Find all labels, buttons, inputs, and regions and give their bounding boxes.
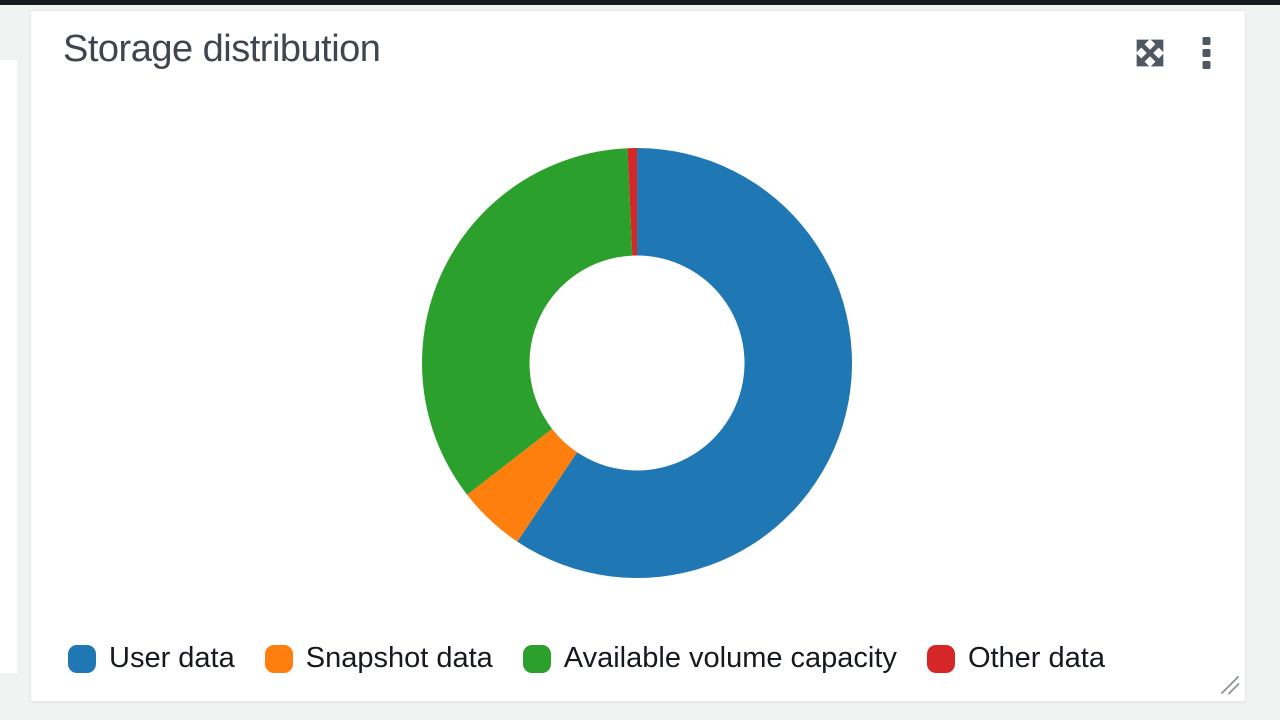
widget-actions [1130,33,1213,73]
expand-widget-button[interactable] [1130,33,1170,73]
legend-item-available-volume-capacity[interactable]: Available volume capacity [522,642,897,675]
legend-item-other-data[interactable]: Other data [926,642,1105,675]
legend-label: User data [109,642,235,674]
legend-label: Available volume capacity [563,642,897,674]
chart-legend: User data Snapshot data Available volume… [68,642,1105,675]
legend-swatch [926,644,955,673]
legend-swatch [68,644,96,673]
adjacent-panel-edge [0,60,17,673]
legend-swatch [522,644,551,673]
donut-slice-other-data[interactable] [627,148,637,256]
expand-arrows-icon [1136,39,1164,67]
resize-grip-icon [1221,676,1240,695]
legend-item-snapshot-data[interactable]: Snapshot data [264,642,493,675]
kebab-menu-icon [1202,37,1211,69]
legend-label: Other data [967,642,1105,674]
storage-distribution-widget: Storage distribution [30,10,1246,702]
top-bar [0,0,1280,5]
donut-chart [422,148,852,578]
legend-item-user-data[interactable]: User data [68,642,235,675]
donut-slice-user-data[interactable] [517,148,852,578]
widget-menu-button[interactable] [1200,34,1213,72]
donut-slice-snapshot-data[interactable] [467,428,578,542]
legend-swatch [264,644,293,673]
legend-label: Snapshot data [305,642,493,674]
donut-slice-available-volume-capacity[interactable] [422,148,633,495]
widget-title: Storage distribution [63,28,381,70]
widget-header: Storage distribution [31,11,1245,73]
resize-handle[interactable] [1217,672,1241,696]
